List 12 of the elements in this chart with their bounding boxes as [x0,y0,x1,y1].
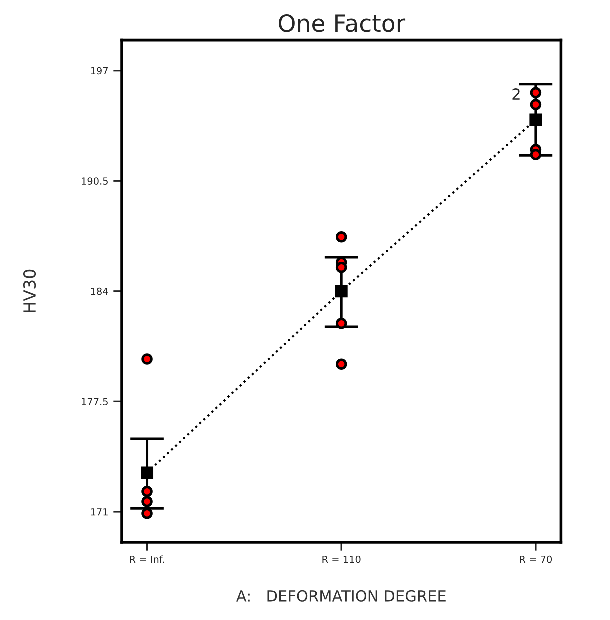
x-tick-label: R = 70 [520,556,552,564]
y-tick-label: 197 [91,67,108,75]
y-tick-label: 184 [91,288,108,296]
x-tick-label: R = Inf. [130,556,164,564]
x-axis-title: A: DEFORMATION DEGREE [236,590,446,602]
y-axis-title: HV30 [23,270,36,312]
x-tick-label: R = 110 [322,556,361,564]
chart-title: One Factor [278,14,406,32]
y-tick-label: 171 [91,508,108,516]
y-tick-label: 177.5 [82,398,108,406]
annotation: 2 [512,88,520,100]
y-tick-label: 190.5 [82,178,108,185]
